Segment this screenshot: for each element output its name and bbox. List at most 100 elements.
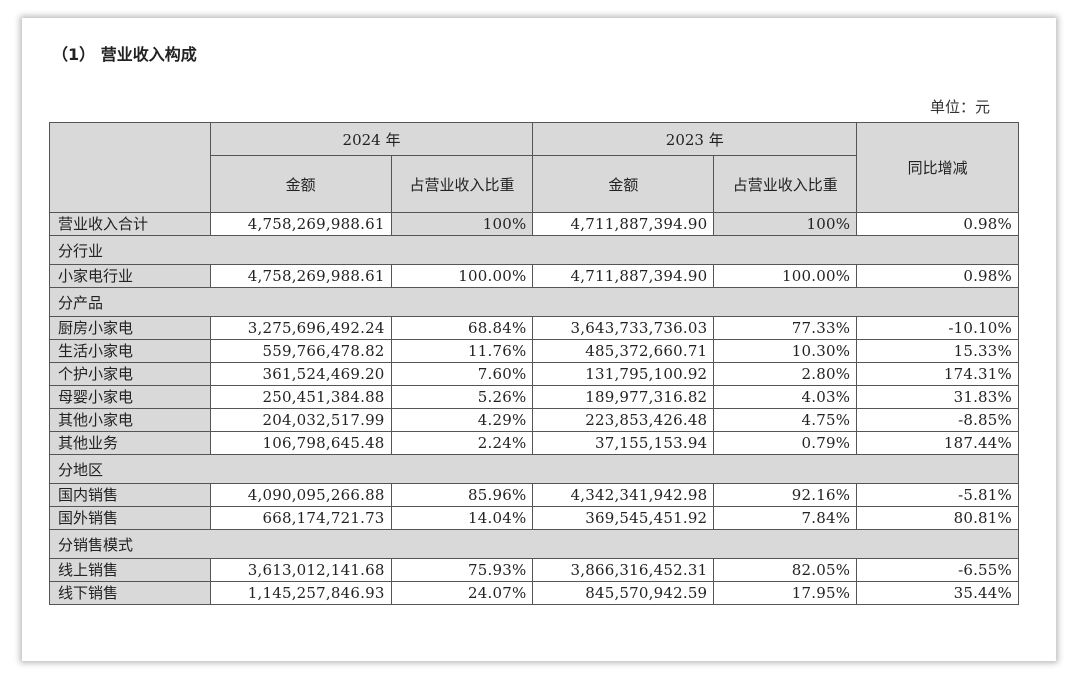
table-row: 线下销售 1,145,257,846.93 24.07% 845,570,942.59…: [49, 581, 1019, 605]
amount-2024: 361,524,469.20: [209, 362, 392, 386]
table-row: 线上销售 3,613,012,141.68 75.93% 3,866,316,452.…: [49, 558, 1019, 582]
section-label: 分产品: [49, 287, 1019, 317]
unit-label: 单位：元: [930, 98, 991, 116]
amount-2024: 4,758,269,988.61: [209, 264, 392, 288]
yoy-value: 0.98%: [856, 264, 1019, 288]
yoy-value: 187.44%: [856, 431, 1019, 455]
section-row-channel: 分销售模式: [49, 529, 1019, 559]
ratio-2023: 7.84%: [713, 506, 858, 530]
amount-2024: 204,032,517.99: [209, 408, 392, 432]
amount-2024: 250,451,384.88: [209, 385, 392, 409]
yoy-value: 174.31%: [856, 362, 1019, 386]
amount-2023: 4,711,887,394.90: [532, 212, 715, 236]
amount-2024: 559,766,478.82: [209, 339, 392, 363]
ratio-2024: 100.00%: [390, 264, 534, 288]
amount-2024: 3,275,696,492.24: [209, 316, 392, 340]
amount-2024: 3,613,012,141.68: [209, 558, 392, 582]
yoy-value: -8.85%: [856, 408, 1019, 432]
header-corner: [49, 122, 211, 213]
row-label: 个护小家电: [49, 362, 211, 386]
yoy-value: -10.10%: [856, 316, 1019, 340]
row-label: 其他小家电: [49, 408, 211, 432]
table-row: 小家电行业 4,758,269,988.61 100.00% 4,711,887,39…: [49, 264, 1019, 288]
section-label: 分地区: [49, 454, 1019, 484]
ratio-2023: 77.33%: [713, 316, 858, 340]
row-label: 国外销售: [49, 506, 211, 530]
ratio-2023: 0.79%: [713, 431, 858, 455]
yoy-value: 15.33%: [856, 339, 1019, 363]
row-label: 线上销售: [49, 558, 211, 582]
header-amount-2024: 金额: [209, 155, 392, 213]
amount-2023: 223,853,426.48: [532, 408, 715, 432]
ratio-2024: 5.26%: [390, 385, 534, 409]
table-row: 厨房小家电 3,275,696,492.24 68.84% 3,643,733,736…: [49, 316, 1019, 340]
row-label: 小家电行业: [49, 264, 211, 288]
ratio-2023: 2.80%: [713, 362, 858, 386]
yoy-value: -5.81%: [856, 483, 1019, 507]
ratio-2024: 85.96%: [390, 483, 534, 507]
ratio-2024: 100%: [390, 212, 534, 236]
header-ratio-2023: 占营业收入比重: [713, 155, 858, 213]
ratio-2024: 75.93%: [390, 558, 534, 582]
row-label: 厨房小家电: [49, 316, 211, 340]
table-row: 生活小家电 559,766,478.82 11.76% 485,372,660.71 1…: [49, 339, 1019, 363]
amount-2023: 3,866,316,452.31: [532, 558, 715, 582]
yoy-value: -6.55%: [856, 558, 1019, 582]
section-label: 分销售模式: [49, 529, 1019, 559]
section-title: （1） 营业收入构成: [52, 45, 197, 64]
ratio-2024: 2.24%: [390, 431, 534, 455]
total-row: 营业收入合计 4,758,269,988.61 100% 4,711,887,3…: [49, 212, 1019, 236]
ratio-2023: 17.95%: [713, 581, 858, 605]
amount-2023: 369,545,451.92: [532, 506, 715, 530]
amount-2023: 845,570,942.59: [532, 581, 715, 605]
ratio-2023: 4.75%: [713, 408, 858, 432]
ratio-2023: 82.05%: [713, 558, 858, 582]
ratio-2024: 7.60%: [390, 362, 534, 386]
header-ratio-2024: 占营业收入比重: [390, 155, 534, 213]
header-year-2023: 2023 年: [532, 122, 858, 156]
row-label: 线下销售: [49, 581, 211, 605]
table-row: 国外销售 668,174,721.73 14.04% 369,545,451.92 7.…: [49, 506, 1019, 530]
table-row: 个护小家电 361,524,469.20 7.60% 131,795,100.92 2.…: [49, 362, 1019, 386]
ratio-2024: 4.29%: [390, 408, 534, 432]
yoy-value: 80.81%: [856, 506, 1019, 530]
row-label: 生活小家电: [49, 339, 211, 363]
amount-2024: 4,758,269,988.61: [209, 212, 392, 236]
ratio-2023: 4.03%: [713, 385, 858, 409]
ratio-2023: 10.30%: [713, 339, 858, 363]
table-row: 其他小家电 204,032,517.99 4.29% 223,853,426.48 4.…: [49, 408, 1019, 432]
amount-2023: 4,711,887,394.90: [532, 264, 715, 288]
header-yoy: 同比增减: [856, 122, 1019, 213]
section-row-region: 分地区: [49, 454, 1019, 484]
section-label: 分行业: [49, 235, 1019, 265]
amount-2023: 485,372,660.71: [532, 339, 715, 363]
amount-2023: 131,795,100.92: [532, 362, 715, 386]
amount-2024: 4,090,095,266.88: [209, 483, 392, 507]
row-label: 营业收入合计: [49, 212, 211, 236]
yoy-value: 31.83%: [856, 385, 1019, 409]
section-row-industry: 分行业: [49, 235, 1019, 265]
amount-2024: 668,174,721.73: [209, 506, 392, 530]
ratio-2024: 11.76%: [390, 339, 534, 363]
row-label: 其他业务: [49, 431, 211, 455]
ratio-2024: 14.04%: [390, 506, 534, 530]
table-row: 国内销售 4,090,095,266.88 85.96% 4,342,341,942.…: [49, 483, 1019, 507]
table-row: 母婴小家电 250,451,384.88 5.26% 189,977,316.82 4.…: [49, 385, 1019, 409]
amount-2023: 3,643,733,736.03: [532, 316, 715, 340]
table-row: 其他业务 106,798,645.48 2.24% 37,155,153.94 0.79…: [49, 431, 1019, 455]
yoy-value: 0.98%: [856, 212, 1019, 236]
amount-2024: 1,145,257,846.93: [209, 581, 392, 605]
section-row-product: 分产品: [49, 287, 1019, 317]
row-label: 母婴小家电: [49, 385, 211, 409]
row-label: 国内销售: [49, 483, 211, 507]
amount-2023: 4,342,341,942.98: [532, 483, 715, 507]
yoy-value: 35.44%: [856, 581, 1019, 605]
amount-2023: 189,977,316.82: [532, 385, 715, 409]
amount-2023: 37,155,153.94: [532, 431, 715, 455]
amount-2024: 106,798,645.48: [209, 431, 392, 455]
revenue-table: 2024 年 2023 年 同比增减 金额 占营业收入比重 金额 占营业收入比重…: [49, 122, 1019, 605]
ratio-2023: 92.16%: [713, 483, 858, 507]
header-amount-2023: 金额: [532, 155, 715, 213]
ratio-2023: 100.00%: [713, 264, 858, 288]
header-year-2024: 2024 年: [209, 122, 534, 156]
